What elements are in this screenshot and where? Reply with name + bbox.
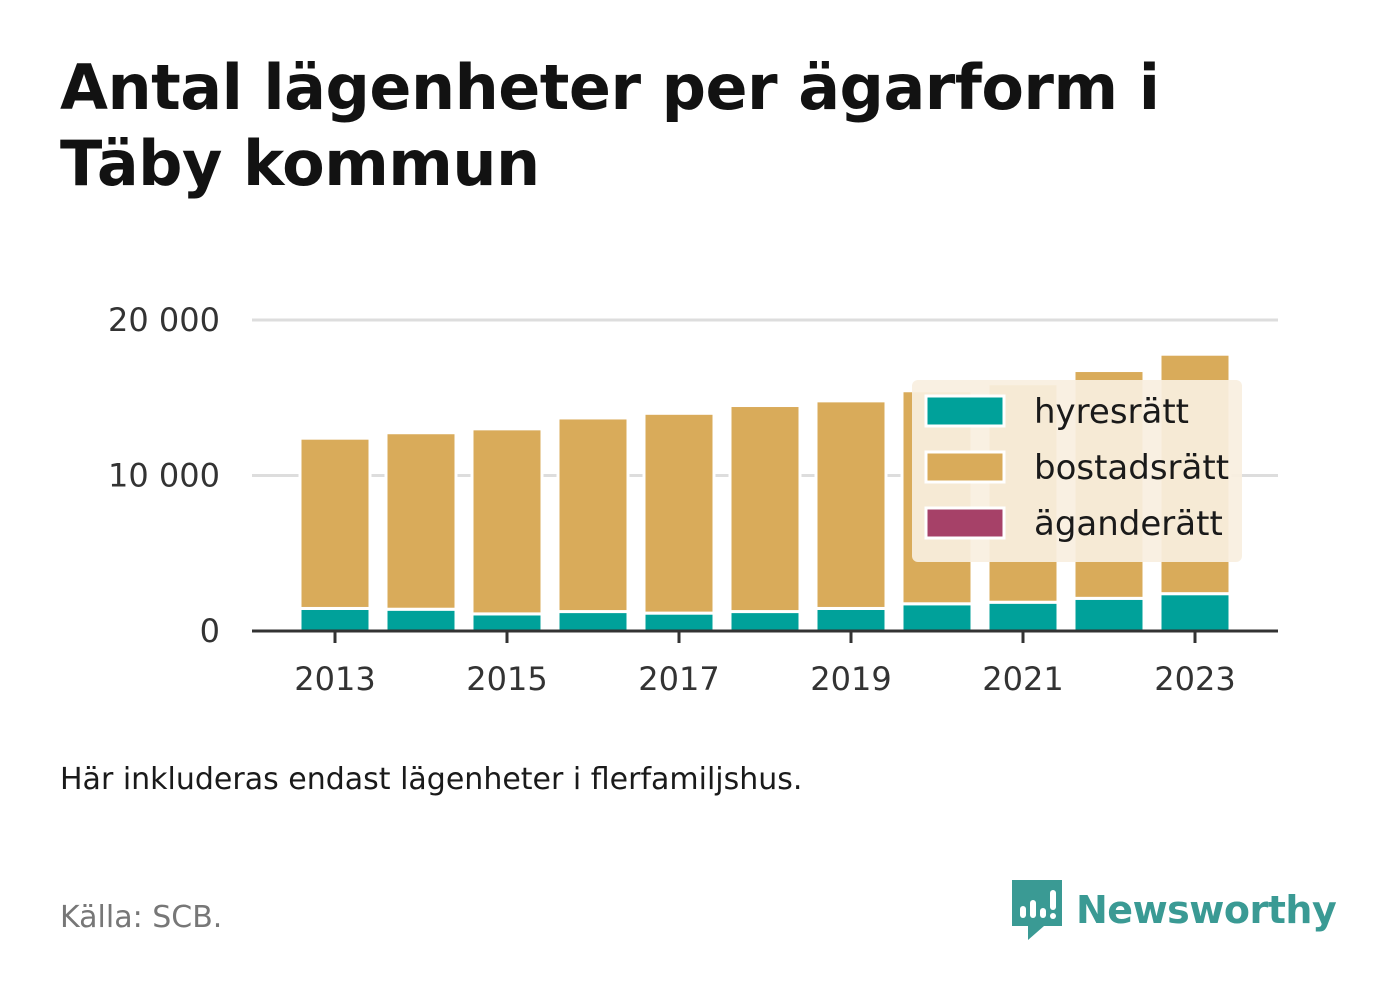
bar-segment	[298, 436, 372, 610]
x-tick-label: 2021	[982, 660, 1063, 698]
legend-label: äganderätt	[1034, 504, 1223, 544]
x-tick-label: 2013	[294, 660, 375, 698]
legend-swatch	[924, 506, 1006, 540]
x-tick-label: 2015	[466, 660, 547, 698]
y-tick-label: 20 000	[108, 301, 220, 339]
bar-segment	[1072, 596, 1146, 633]
bar-segment	[728, 610, 802, 633]
legend-label: hyresrätt	[1034, 392, 1189, 432]
y-tick-label: 10 000	[108, 457, 220, 495]
y-tick-label: 0	[200, 612, 220, 650]
legend-swatch	[924, 450, 1006, 484]
chart-note: Här inkluderas endast lägenheter i flerf…	[60, 762, 803, 797]
bar-segment	[986, 600, 1060, 633]
bar-segment	[556, 610, 630, 633]
x-tick-label: 2017	[638, 660, 719, 698]
bar-segment	[298, 606, 372, 633]
bar-segment	[384, 607, 458, 633]
bar-segment	[728, 404, 802, 614]
x-tick-label: 2023	[1154, 660, 1235, 698]
chart-title: Antal lägenheter per ägarform i Täby kom…	[60, 51, 1160, 200]
legend: hyresrätt bostadsrätt äganderätt	[912, 380, 1242, 562]
bar-segment	[1158, 592, 1232, 633]
bar-segment	[642, 611, 716, 633]
y-axis-ticks: 0 10 000 20 000	[108, 301, 220, 650]
x-tick-label: 2019	[810, 660, 891, 698]
newsworthy-logo-icon	[1012, 880, 1062, 940]
bar-segment	[556, 416, 630, 614]
bar-segment	[384, 431, 458, 611]
bar-segment	[470, 427, 544, 616]
bar-segment	[470, 612, 544, 633]
source-label: Källa: SCB.	[60, 900, 223, 935]
brand-logo: Newsworthy	[1010, 878, 1337, 942]
bar-segment	[900, 602, 974, 633]
legend-swatch	[924, 394, 1006, 428]
bar-segment	[814, 399, 888, 610]
bar-segment	[814, 606, 888, 633]
brand-name: Newsworthy	[1076, 888, 1337, 932]
x-axis-ticks: 2013 2015 2017 2019 2021 2023	[294, 631, 1236, 698]
bar-segment	[642, 411, 716, 615]
legend-label: bostadsrätt	[1034, 448, 1229, 488]
